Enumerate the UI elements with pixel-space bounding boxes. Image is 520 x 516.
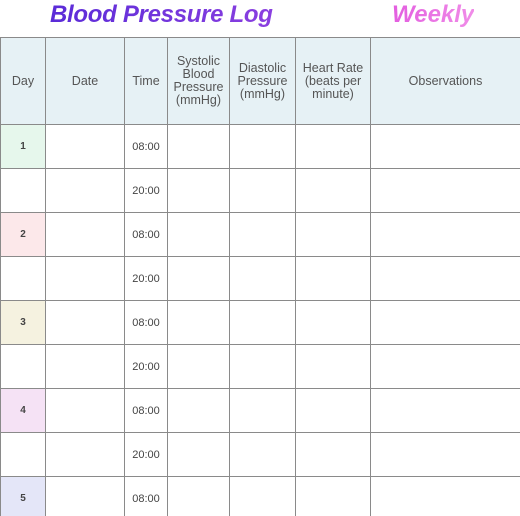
time-cell: 08:00 — [124, 300, 168, 345]
column-header: Observations — [370, 37, 520, 125]
table-row: 3 08:00 — [0, 300, 520, 345]
diastolic-cell — [229, 300, 296, 345]
date-cell — [45, 300, 125, 345]
time-cell: 20:00 — [124, 344, 168, 389]
date-cell — [45, 168, 125, 213]
header: Blood Pressure Log Weekly — [0, 0, 520, 36]
heart-rate-cell — [295, 476, 371, 516]
date-cell — [45, 432, 125, 477]
column-header: Day — [0, 37, 46, 125]
diastolic-cell — [229, 124, 296, 169]
header-row: Day Date Time Systolic Blood Pressure (mmHg… — [0, 37, 520, 125]
day-cell: 4 — [0, 388, 46, 433]
heart-rate-cell — [295, 256, 371, 301]
day-cell: 5 — [0, 476, 46, 516]
time-cell: 20:00 — [124, 256, 168, 301]
observations-cell — [370, 212, 520, 257]
day-cell: 3 — [0, 300, 46, 345]
table-row: 20:00 — [0, 168, 520, 213]
systolic-cell — [167, 212, 230, 257]
date-cell — [45, 476, 125, 516]
subtitle: Weekly — [392, 1, 475, 28]
date-cell — [45, 388, 125, 433]
table-row: 20:00 — [0, 432, 520, 477]
heart-rate-cell — [295, 388, 371, 433]
observations-cell — [370, 124, 520, 169]
systolic-cell — [167, 388, 230, 433]
column-header: Systolic Blood Pressure (mmHg) — [167, 37, 230, 125]
diastolic-cell — [229, 432, 296, 477]
time-cell: 08:00 — [124, 124, 168, 169]
day-cell — [0, 344, 46, 389]
table-body: 1 08:00 20:00 2 08:00 20:00 3 08:00 20:00 4 08:00 2… — [0, 124, 520, 516]
heart-rate-cell — [295, 300, 371, 345]
day-cell: 2 — [0, 212, 46, 257]
diastolic-cell — [229, 256, 296, 301]
table-row: 1 08:00 — [0, 124, 520, 169]
day-cell — [0, 168, 46, 213]
table-row: 5 08:00 — [0, 476, 520, 516]
time-cell: 08:00 — [124, 476, 168, 516]
systolic-cell — [167, 168, 230, 213]
table-row: 20:00 — [0, 344, 520, 389]
heart-rate-cell — [295, 432, 371, 477]
systolic-cell — [167, 432, 230, 477]
observations-cell — [370, 432, 520, 477]
diastolic-cell — [229, 476, 296, 516]
diastolic-cell — [229, 344, 296, 389]
time-cell: 20:00 — [124, 432, 168, 477]
time-cell: 20:00 — [124, 168, 168, 213]
diastolic-cell — [229, 388, 296, 433]
date-cell — [45, 344, 125, 389]
date-cell — [45, 212, 125, 257]
systolic-cell — [167, 124, 230, 169]
title: Blood Pressure Log — [50, 1, 273, 28]
day-cell — [0, 432, 46, 477]
day-cell: 1 — [0, 124, 46, 169]
table-row: 20:00 — [0, 256, 520, 301]
observations-cell — [370, 168, 520, 213]
observations-cell — [370, 256, 520, 301]
diastolic-cell — [229, 168, 296, 213]
observations-cell — [370, 476, 520, 516]
date-cell — [45, 256, 125, 301]
heart-rate-cell — [295, 344, 371, 389]
log-table: Day Date Time Systolic Blood Pressure (mmHg… — [0, 37, 520, 516]
observations-cell — [370, 344, 520, 389]
table-row: 2 08:00 — [0, 212, 520, 257]
day-cell — [0, 256, 46, 301]
time-cell: 08:00 — [124, 388, 168, 433]
time-cell: 08:00 — [124, 212, 168, 257]
column-header: Diastolic Pressure (mmHg) — [229, 37, 296, 125]
date-cell — [45, 124, 125, 169]
systolic-cell — [167, 476, 230, 516]
observations-cell — [370, 300, 520, 345]
table-row: 4 08:00 — [0, 388, 520, 433]
systolic-cell — [167, 344, 230, 389]
column-header: Time — [124, 37, 168, 125]
table-wrap: Day Date Time Systolic Blood Pressure (mmHg… — [0, 37, 520, 516]
heart-rate-cell — [295, 124, 371, 169]
diastolic-cell — [229, 212, 296, 257]
column-header: Date — [45, 37, 125, 125]
systolic-cell — [167, 300, 230, 345]
heart-rate-cell — [295, 168, 371, 213]
observations-cell — [370, 388, 520, 433]
systolic-cell — [167, 256, 230, 301]
heart-rate-cell — [295, 212, 371, 257]
column-header: Heart Rate (beats per minute) — [295, 37, 371, 125]
